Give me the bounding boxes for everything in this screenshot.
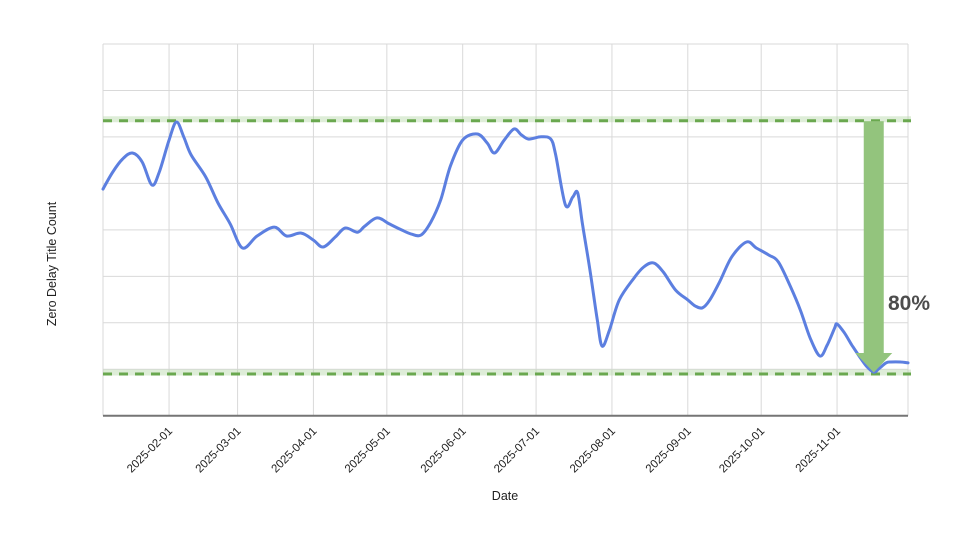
x-tick-labels: 2025-02-01 2025-03-01 2025-04-01 2025-05-01…: [125, 425, 843, 475]
x-tick-label: 2025-11-01: [794, 425, 843, 474]
x-tick-label: 2025-10-01: [717, 425, 767, 475]
lower-threshold-line: [103, 369, 911, 376]
x-tick-label: 2025-09-01: [644, 425, 694, 475]
x-axis-title: Date: [491, 489, 519, 503]
x-tick-label: 2025-02-01: [125, 425, 175, 475]
gridlines: [102, 43, 909, 416]
x-tick-label: 2025-07-01: [492, 425, 542, 475]
x-tick-label: 2025-04-01: [269, 425, 319, 475]
upper-threshold-line: [103, 116, 911, 123]
y-axis-title: Zero Delay Title Count: [45, 201, 59, 327]
x-tick-label: 2025-06-01: [419, 425, 469, 475]
series-line: [101, 120, 910, 374]
x-tick-label: 2025-03-01: [194, 425, 244, 475]
x-tick-label: 2025-08-01: [568, 425, 618, 475]
drop-arrow: [855, 121, 893, 373]
drop-percentage-label: 80%: [888, 292, 931, 315]
x-tick-label: 2025-05-01: [343, 425, 393, 475]
